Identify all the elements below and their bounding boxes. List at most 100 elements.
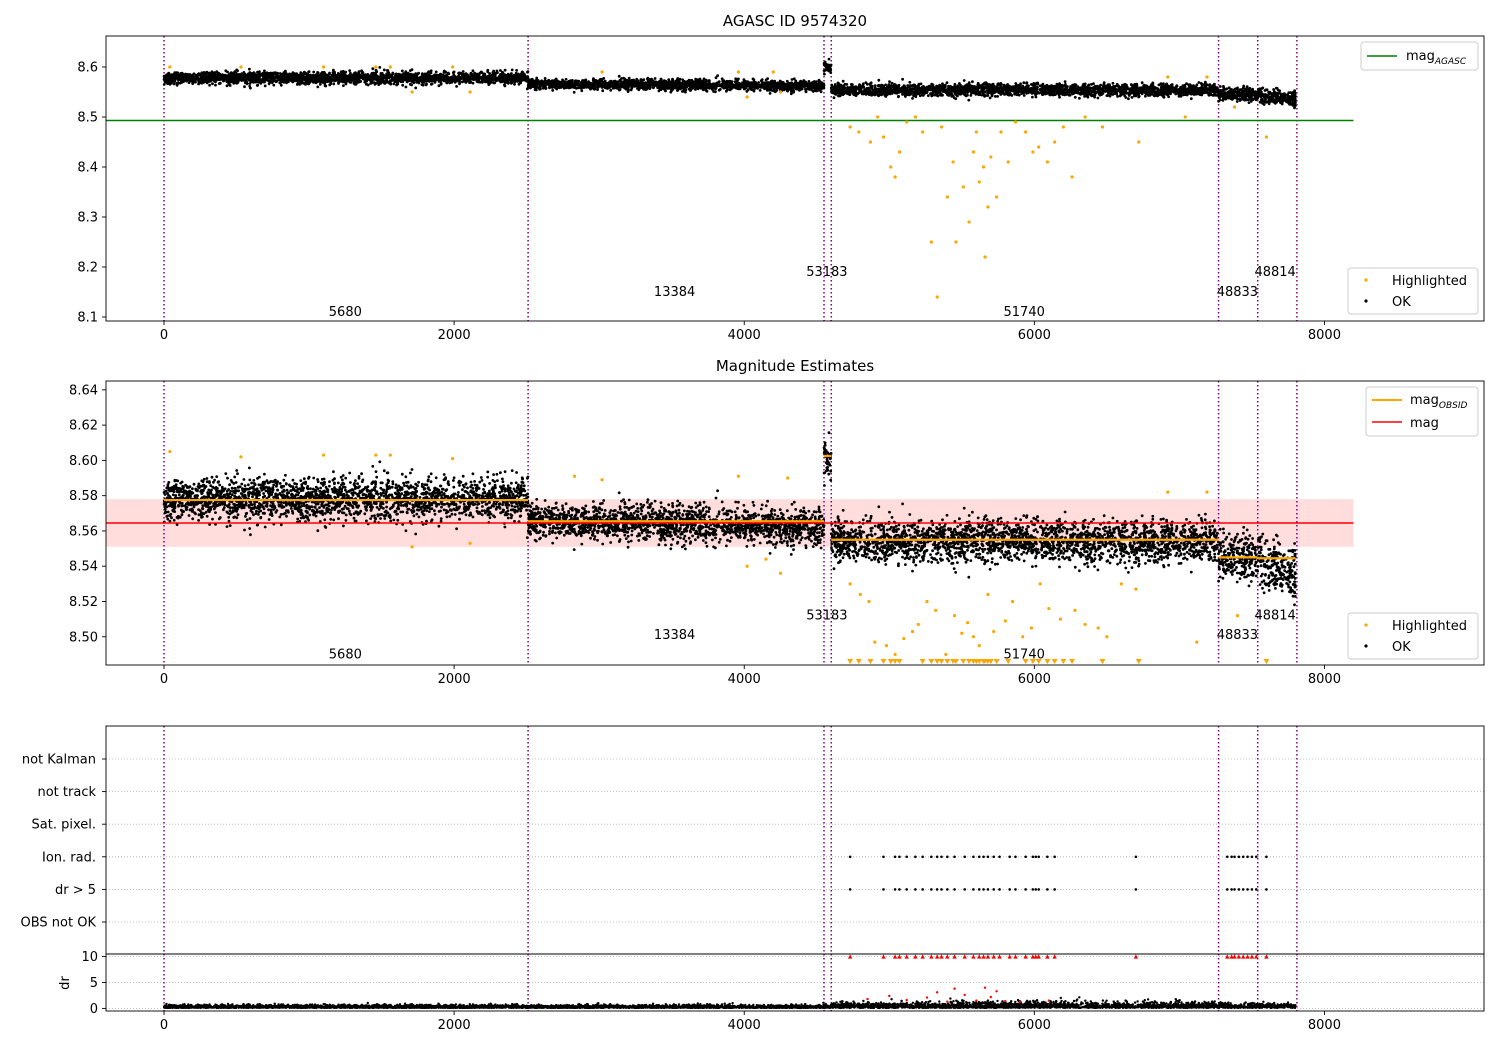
ok-point	[218, 72, 222, 76]
ok-point	[394, 72, 398, 76]
ok-point	[537, 86, 540, 89]
ok-point	[428, 74, 431, 77]
ok-point	[258, 74, 261, 78]
ok-point	[323, 82, 327, 86]
ok-point	[479, 70, 483, 74]
ok-point	[381, 77, 385, 81]
ok-point	[192, 72, 196, 76]
ok-point	[544, 81, 548, 85]
ok-point	[244, 80, 248, 84]
ok-point	[596, 88, 599, 91]
ok-point	[460, 76, 464, 80]
ok-point	[321, 81, 325, 84]
ok-point	[663, 88, 667, 91]
ok-point	[469, 74, 473, 77]
ok-point	[675, 78, 679, 82]
ok-point	[178, 77, 182, 81]
ok-point	[599, 82, 603, 86]
ok-point	[464, 81, 468, 84]
ok-point	[688, 89, 692, 92]
ok-point	[217, 82, 221, 85]
ok-point	[424, 83, 428, 87]
ok-point	[374, 82, 377, 85]
ok-point	[360, 71, 364, 75]
ok-point	[263, 84, 267, 88]
ok-point	[243, 76, 247, 80]
ok-point	[459, 71, 463, 75]
ok-point	[240, 75, 244, 78]
ok-point	[404, 77, 407, 80]
ok-point	[208, 79, 212, 83]
ok-point	[768, 92, 772, 95]
ok-point	[399, 80, 403, 83]
ok-point	[295, 74, 299, 78]
ok-point	[971, 80, 974, 84]
ok-point	[919, 82, 923, 86]
ok-point	[469, 77, 472, 81]
ok-point	[444, 71, 447, 74]
ok-point	[401, 80, 405, 83]
ok-point	[1130, 96, 1134, 99]
ok-point	[752, 88, 756, 91]
ok-point	[364, 79, 368, 83]
ok-point	[452, 70, 456, 74]
ok-point	[378, 66, 382, 69]
ok-point	[400, 69, 404, 73]
ok-point	[684, 88, 688, 92]
ok-point	[374, 74, 378, 78]
ok-point	[309, 75, 313, 79]
ok-point	[314, 81, 318, 85]
ok-point	[827, 63, 830, 67]
ok-point	[717, 88, 721, 92]
ok-point	[726, 88, 729, 91]
ok-point	[307, 79, 311, 82]
ok-point	[191, 74, 195, 78]
ok-point	[768, 81, 771, 85]
ok-point	[385, 73, 389, 77]
ok-point	[291, 71, 295, 74]
ok-point	[806, 87, 809, 91]
ok-point	[384, 76, 388, 80]
panel-agasc-title: AGASC ID 9574320	[723, 12, 867, 30]
ok-point	[684, 83, 688, 86]
ok-point	[627, 76, 631, 80]
ok-point	[797, 86, 800, 89]
ok-point	[298, 78, 302, 82]
ok-point	[713, 82, 716, 86]
ok-point	[225, 84, 229, 88]
ok-point	[827, 57, 831, 61]
ok-point	[215, 77, 219, 80]
ok-point	[285, 74, 289, 78]
ok-point	[249, 79, 253, 83]
ok-point	[399, 77, 403, 81]
ok-point	[620, 83, 624, 86]
ok-point	[498, 79, 502, 82]
ok-point	[221, 77, 225, 81]
ok-point	[544, 86, 548, 90]
ok-point	[483, 72, 487, 76]
ok-point	[291, 80, 295, 84]
ok-point	[327, 79, 330, 83]
ok-point	[564, 77, 568, 81]
ok-point	[383, 82, 387, 85]
ok-point	[620, 80, 624, 84]
ok-point	[658, 83, 662, 86]
ok-point	[486, 70, 490, 74]
ok-point	[813, 83, 817, 87]
ok-point	[307, 70, 310, 74]
ok-point	[446, 71, 450, 75]
ok-point	[332, 82, 336, 86]
ok-point	[439, 82, 443, 86]
ok-point	[829, 71, 833, 74]
ok-point	[800, 87, 804, 91]
ok-point	[445, 81, 449, 85]
ok-point	[248, 82, 252, 85]
ok-point	[517, 77, 520, 80]
ok-point	[312, 75, 316, 79]
ok-point	[374, 68, 378, 72]
ok-point	[718, 83, 722, 86]
ok-point	[328, 72, 331, 76]
ok-point	[823, 72, 826, 76]
ok-point	[296, 83, 299, 86]
obsid-boundaries	[163, 36, 1298, 321]
